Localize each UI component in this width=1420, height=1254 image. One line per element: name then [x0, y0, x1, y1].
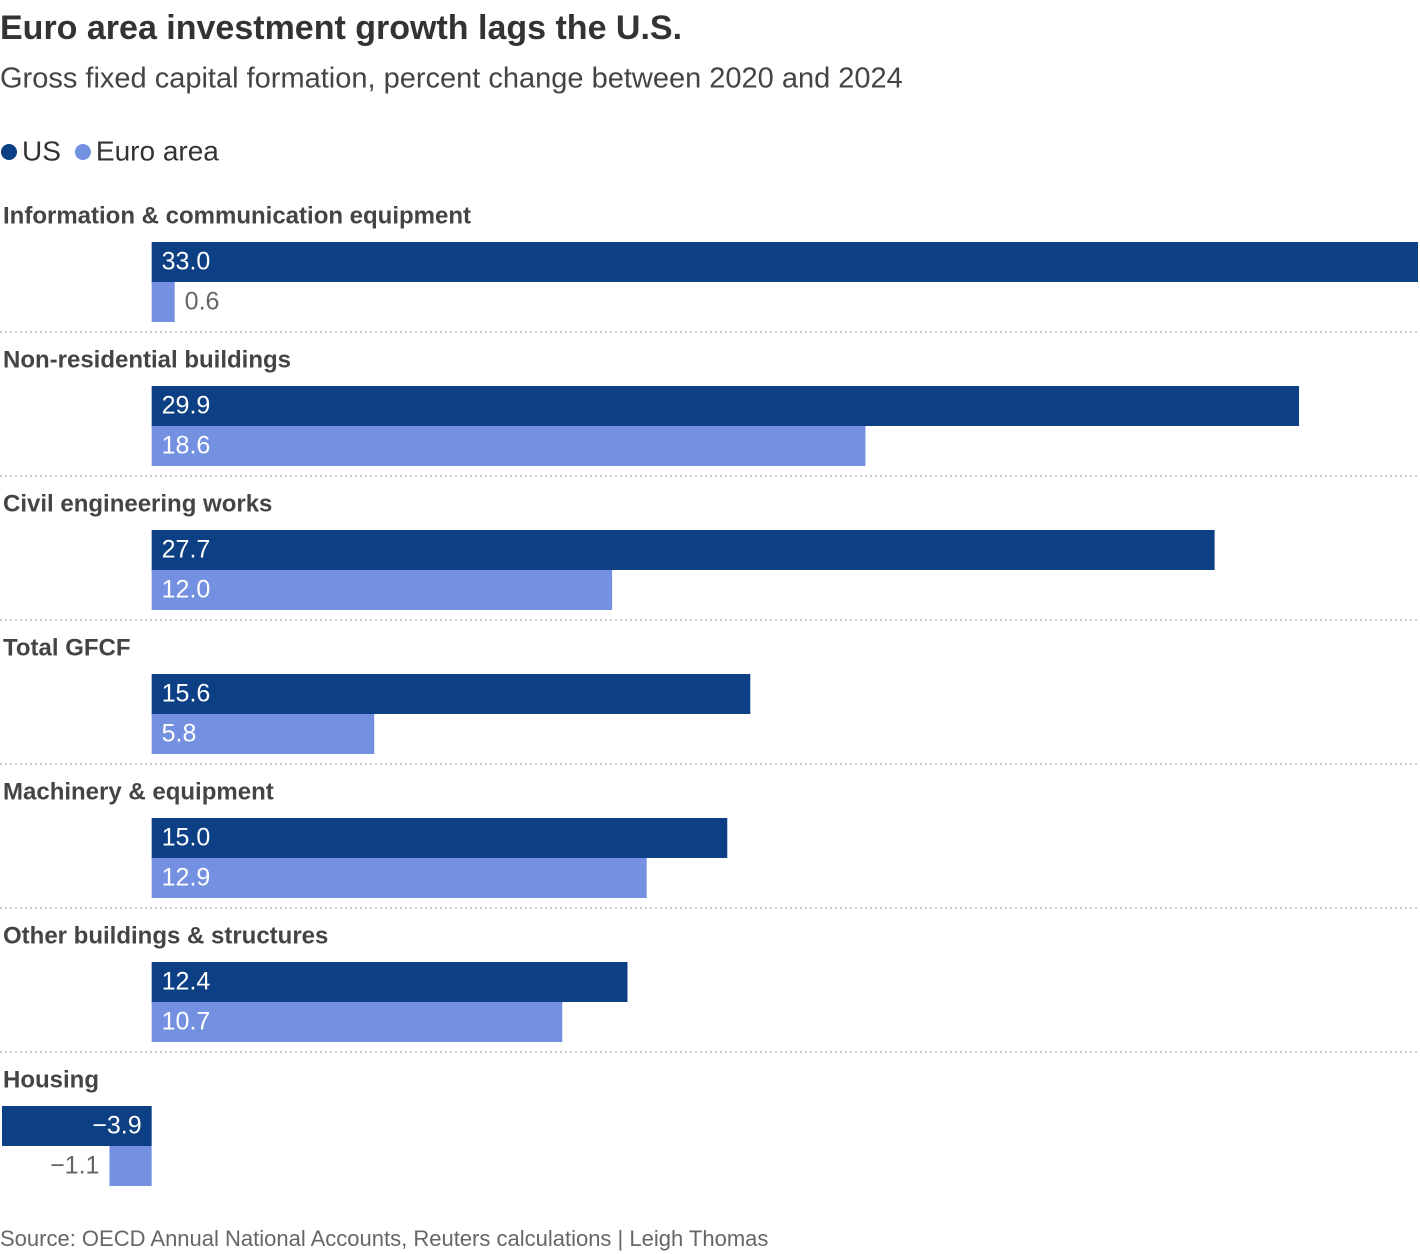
value-label: 29.9 — [162, 392, 211, 420]
legend-label: US — [22, 135, 61, 166]
legend-marker — [74, 144, 91, 160]
bar — [151, 386, 1300, 426]
bar — [151, 530, 1215, 570]
value-label: 15.6 — [162, 680, 211, 708]
chart-subtitle: Gross fixed capital formation, percent c… — [0, 63, 903, 95]
chart-title: Euro area investment growth lags the U.S… — [0, 9, 682, 47]
category-label: Total GFCF — [3, 634, 131, 661]
category-label: Machinery & equipment — [3, 778, 274, 805]
value-label: 5.8 — [162, 720, 197, 748]
bar — [151, 818, 728, 858]
bar — [151, 282, 175, 322]
bar — [151, 1002, 563, 1042]
category-label: Other buildings & structures — [3, 922, 328, 949]
bar — [151, 714, 375, 754]
bar — [109, 1146, 152, 1186]
legend-label: Euro area — [96, 135, 219, 166]
bar — [151, 570, 613, 610]
value-label: −3.9 — [92, 1112, 141, 1140]
value-label: 12.0 — [162, 576, 211, 604]
value-label: 27.7 — [162, 536, 211, 564]
category-label: Information & communication equipment — [3, 202, 471, 229]
legend-marker — [1, 144, 17, 160]
value-label: 12.9 — [162, 864, 211, 892]
bar — [151, 426, 866, 466]
value-label: 12.4 — [162, 968, 211, 996]
bar — [151, 674, 751, 714]
value-label: 0.6 — [185, 288, 220, 316]
category-label: Housing — [3, 1066, 99, 1093]
value-label: 10.7 — [162, 1008, 211, 1036]
value-label: 15.0 — [162, 824, 211, 852]
value-label: 18.6 — [162, 432, 211, 460]
bar — [151, 242, 1418, 282]
bar — [151, 962, 628, 1002]
category-label: Civil engineering works — [3, 490, 272, 517]
bar — [2, 1106, 152, 1146]
source-note: Source: OECD Annual National Accounts, R… — [0, 1226, 768, 1251]
category-label: Non-residential buildings — [3, 346, 291, 373]
value-label: −1.1 — [50, 1152, 99, 1180]
value-label: 33.0 — [162, 248, 211, 276]
bar — [151, 858, 647, 898]
